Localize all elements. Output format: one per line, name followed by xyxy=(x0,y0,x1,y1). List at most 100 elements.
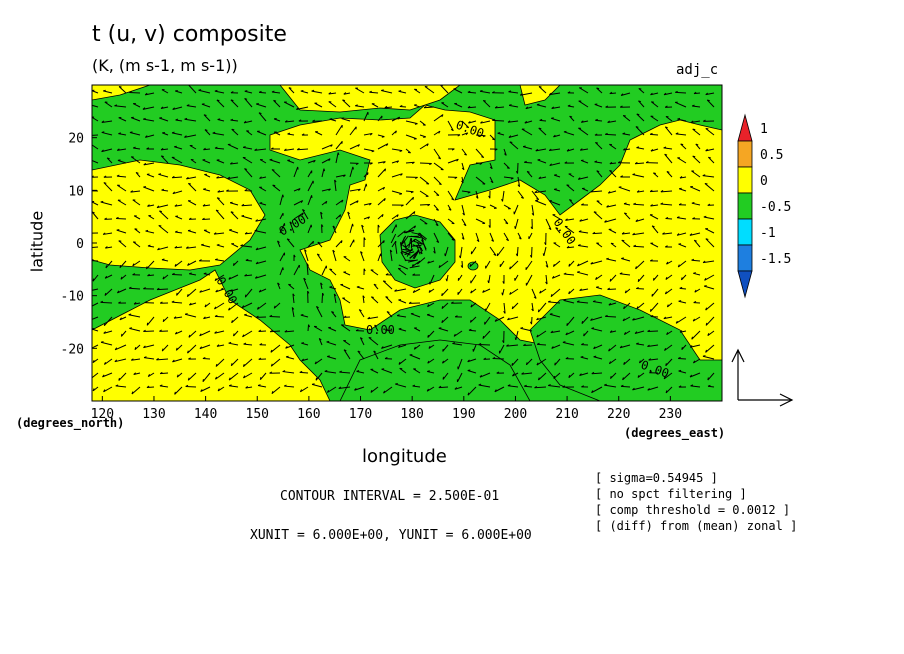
vector-arrowhead xyxy=(103,331,106,334)
vector-arrow xyxy=(632,232,645,236)
vector-arrow xyxy=(187,288,197,297)
vector-arrow xyxy=(117,184,127,192)
vector-arrowhead xyxy=(143,329,146,332)
vector-arrow xyxy=(441,316,449,324)
vector-arrow xyxy=(118,240,127,248)
vector-arrow xyxy=(377,168,386,178)
vector-arrowhead xyxy=(273,99,277,102)
vector-arrow xyxy=(664,153,673,164)
vector-arrow xyxy=(398,344,407,348)
vector-arrow xyxy=(623,358,631,365)
vector-arrowhead xyxy=(355,162,359,165)
vector-arrowhead xyxy=(514,337,517,340)
vector-arrow xyxy=(361,224,365,234)
vector-arrow xyxy=(419,176,430,185)
vector-arrowhead xyxy=(596,170,600,173)
vector-arrow xyxy=(577,271,589,276)
vector-arrowhead xyxy=(519,93,523,96)
vector-arrowhead xyxy=(590,261,594,265)
vector-arrowhead xyxy=(428,289,431,293)
vector-arrowhead xyxy=(624,290,627,294)
vector-arrow xyxy=(242,330,253,338)
vector-arrowhead xyxy=(665,217,669,220)
vector-arrowhead xyxy=(132,273,136,276)
vector-arrow xyxy=(475,190,479,199)
vector-arrowhead xyxy=(214,306,217,310)
vector-arrow xyxy=(241,215,253,220)
vector-arrowhead xyxy=(689,345,693,348)
vector-arrowhead xyxy=(186,294,189,297)
vector-arrow xyxy=(342,99,351,108)
vector-arrow xyxy=(695,143,701,150)
vector-arrowhead xyxy=(608,348,611,352)
vector-arrowhead xyxy=(187,263,190,266)
vector-arrow xyxy=(665,116,673,122)
vector-arrow xyxy=(359,337,365,346)
vector-arrow xyxy=(398,328,407,332)
vector-arrowhead xyxy=(159,301,163,304)
vector-arrowhead xyxy=(240,244,244,247)
vector-arrow xyxy=(321,293,324,304)
vector-arrow xyxy=(255,246,267,251)
vector-arrowhead xyxy=(277,240,280,243)
vector-arrow xyxy=(174,146,183,150)
vector-arrow xyxy=(502,190,505,202)
vector-arrow xyxy=(632,386,645,391)
vector-arrow xyxy=(282,371,295,374)
vector-arrow xyxy=(677,118,687,122)
colorbar-swatch xyxy=(737,244,753,272)
vector-arrow xyxy=(503,204,511,210)
vector-arrowhead xyxy=(356,285,360,288)
vector-arrow xyxy=(647,386,659,391)
vector-arrowhead xyxy=(104,275,108,279)
vector-arrow xyxy=(621,239,631,248)
vector-arrow xyxy=(638,88,645,94)
vector-arrowhead xyxy=(320,211,323,215)
vector-arrow xyxy=(660,203,673,206)
vector-arrowhead xyxy=(665,245,668,248)
vector-arrow xyxy=(318,338,323,346)
vector-arrowhead xyxy=(213,232,217,235)
vector-arrow xyxy=(666,171,673,178)
vector-arrow xyxy=(311,383,323,388)
vector-arrowhead xyxy=(184,135,187,138)
vector-arrow xyxy=(454,103,463,108)
vector-arrowhead xyxy=(347,211,350,215)
vector-arrow xyxy=(92,328,99,332)
colorbar-swatch xyxy=(737,166,753,194)
vector-arrow xyxy=(313,325,323,332)
vector-arrow xyxy=(579,87,589,94)
vector-arrowhead xyxy=(158,173,162,175)
vector-arrow xyxy=(302,209,309,220)
vector-arrowhead xyxy=(171,131,175,134)
vector-arrowhead xyxy=(563,299,567,301)
vector-arrowhead xyxy=(129,131,133,134)
vector-arrowhead xyxy=(565,218,568,221)
vector-arrowhead xyxy=(638,360,641,364)
vector-arrowhead xyxy=(189,272,192,275)
vector-arrowhead xyxy=(383,161,386,164)
vector-arrow xyxy=(674,101,687,108)
vector-arrow xyxy=(92,104,99,108)
vector-arrow xyxy=(429,274,435,285)
vector-arrowhead xyxy=(520,196,524,199)
vector-arrowhead xyxy=(487,280,490,284)
vector-arrowhead xyxy=(382,186,386,190)
vector-arrowhead xyxy=(328,92,332,95)
vector-arrow xyxy=(377,115,383,122)
vector-arrow xyxy=(622,372,631,381)
vector-arrow xyxy=(228,372,239,381)
vector-arrow xyxy=(158,173,169,178)
vector-arrow xyxy=(161,89,169,94)
vector-arrowhead xyxy=(679,176,683,179)
vector-arrow xyxy=(515,330,519,340)
vector-arrowhead xyxy=(703,119,706,122)
vector-arrowhead xyxy=(482,290,485,293)
vector-arrowhead xyxy=(300,200,304,204)
vector-arrowhead xyxy=(537,377,540,381)
vector-arrowhead xyxy=(502,340,505,344)
vector-arrow xyxy=(551,117,561,122)
vector-arrowhead xyxy=(666,171,670,173)
vector-arrow xyxy=(666,260,673,265)
vector-arrowhead xyxy=(604,314,608,317)
